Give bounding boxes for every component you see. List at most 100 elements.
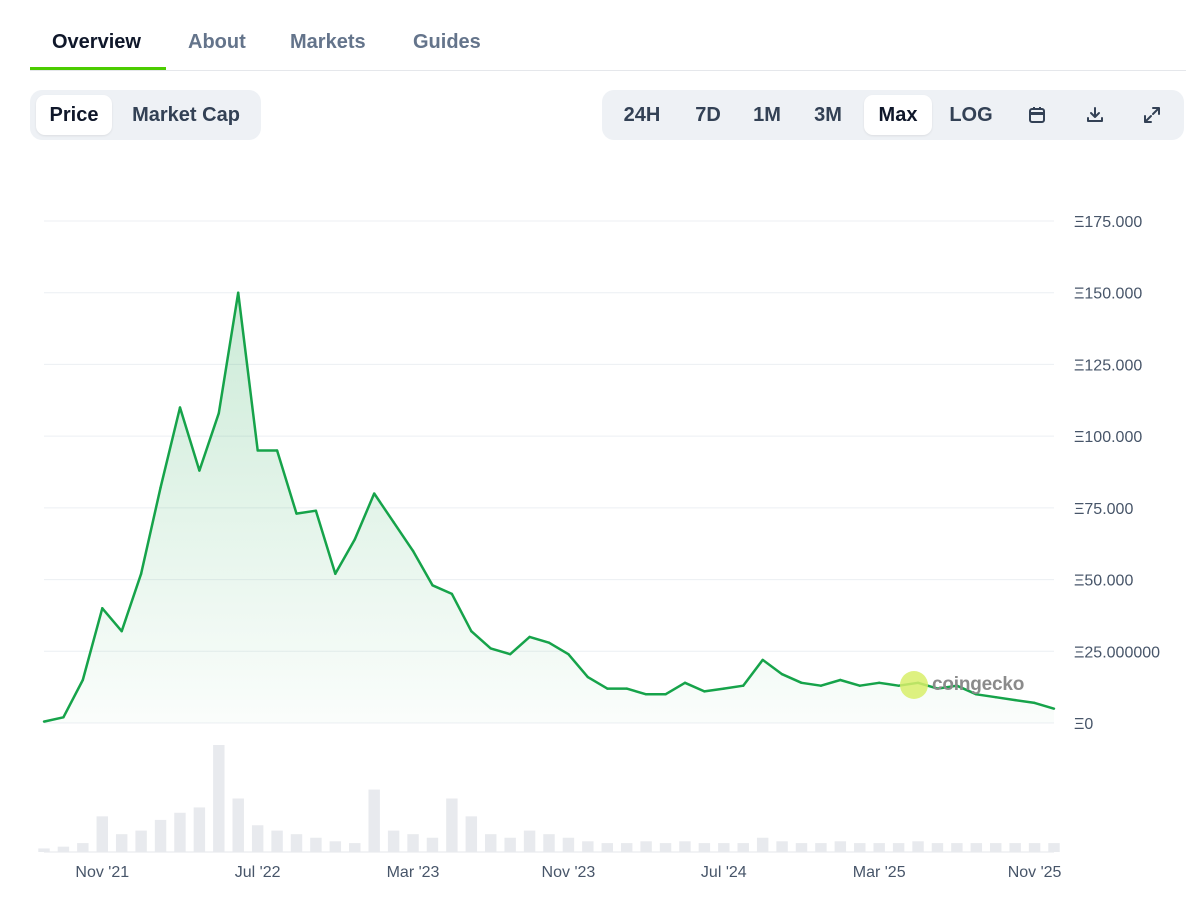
volume-bar (329, 841, 342, 852)
range-24h-button[interactable]: 24H (623, 104, 661, 126)
price-point (877, 681, 881, 685)
price-point (314, 509, 318, 512)
range-toolbar: 24H 7D 1M 3M Max LOG (602, 90, 1184, 140)
volume-bar (251, 825, 264, 852)
volume-bar (193, 807, 206, 852)
range-1m-button[interactable]: 1M (753, 104, 781, 126)
price-point (275, 449, 279, 452)
volume-bar (737, 843, 749, 852)
y-tick-label: Ξ100.000 (1074, 429, 1142, 446)
volume-bar (951, 843, 963, 852)
price-point (1033, 701, 1036, 705)
price-point (722, 687, 726, 690)
log-scale-button[interactable]: LOG (949, 104, 993, 126)
volume-bar (659, 843, 672, 852)
volume-bar (310, 837, 322, 852)
volume-bar (387, 830, 400, 852)
tab-markets[interactable]: Markets (290, 31, 366, 53)
price-point (431, 584, 434, 587)
price-point (683, 681, 687, 685)
price-point (42, 720, 46, 723)
volume-bar (96, 816, 108, 852)
volume-bar (407, 834, 419, 852)
price-point (178, 406, 182, 409)
volume-bar (271, 830, 283, 852)
price-point (450, 592, 454, 596)
volume-bar (115, 834, 128, 852)
tab-about[interactable]: About (188, 31, 246, 53)
volume-bars (38, 745, 1060, 852)
price-point (780, 673, 784, 676)
price-point (372, 492, 376, 495)
volume-bar (892, 843, 905, 852)
y-tick-label: Ξ0 (1074, 716, 1093, 733)
price-point (547, 641, 551, 644)
price-point (81, 678, 85, 682)
volume-bar (426, 837, 439, 852)
volume-bar (679, 841, 691, 852)
price-point (1013, 698, 1017, 702)
price-point (800, 681, 803, 685)
volume-bar (970, 843, 983, 852)
price-point (761, 658, 764, 662)
tab-guides[interactable]: Guides (413, 31, 481, 53)
price-point (1052, 707, 1056, 710)
price-point (528, 635, 531, 639)
download-icon[interactable] (1073, 95, 1117, 135)
x-tick-label: Nov '23 (542, 864, 596, 881)
volume-bar (912, 841, 924, 852)
volume-bar (290, 834, 303, 852)
price-point (217, 411, 221, 415)
volume-bar (795, 843, 808, 852)
price-point (897, 684, 900, 687)
range-max-button[interactable]: Max (864, 95, 932, 135)
price-point (101, 607, 104, 610)
volume-bar (931, 843, 944, 852)
volume-bar (815, 843, 827, 852)
x-tick-label: Jul '22 (235, 864, 281, 881)
volume-bar (776, 841, 788, 852)
expand-icon[interactable] (1130, 95, 1174, 135)
y-tick-label: Ξ50.000 (1074, 573, 1133, 590)
tab-bar: Overview About Markets Guides (30, 18, 1186, 71)
volume-bar (640, 841, 652, 852)
volume-bar (485, 834, 497, 852)
price-point (139, 572, 143, 576)
volume-bar (582, 841, 594, 852)
price-button[interactable]: Price (36, 95, 112, 135)
price-point (625, 687, 628, 690)
volume-bar (504, 837, 516, 852)
y-tick-label: Ξ25.000000 (1074, 644, 1160, 661)
volume-bar (465, 816, 478, 852)
x-tick-label: Mar '25 (853, 864, 906, 881)
price-point (489, 647, 492, 650)
tab-overview[interactable]: Overview (30, 18, 166, 70)
coingecko-watermark: coingecko (900, 670, 1024, 700)
calendar-icon[interactable] (1015, 95, 1059, 135)
volume-bar (834, 841, 847, 852)
x-tick-label: Nov '25 (1008, 864, 1062, 881)
volume-bar (57, 846, 70, 852)
price-point (508, 652, 512, 656)
price-point (994, 695, 997, 699)
x-tick-label: Jul '24 (701, 864, 747, 881)
price-points (42, 291, 1056, 723)
watermark-text: coingecko (932, 674, 1025, 695)
volume-bar (135, 830, 147, 852)
y-axis: Ξ0 Ξ25.000000 Ξ50.000 Ξ75.000 Ξ100.000 Ξ125.0… (1074, 214, 1160, 733)
market-cap-button[interactable]: Market Cap (132, 104, 240, 126)
volume-bar (349, 843, 361, 852)
range-3m-button[interactable]: 3M (814, 104, 842, 126)
x-axis: Nov '21 Jul '22 Mar '23 Nov '23 Jul '24 Mar '… (75, 864, 1061, 881)
volume-bar (756, 837, 769, 852)
volume-bar (446, 798, 458, 852)
x-tick-label: Mar '23 (387, 864, 440, 881)
volume-bar (601, 843, 613, 852)
volume-bar (174, 812, 186, 852)
price-point (392, 521, 395, 524)
price-point (62, 716, 65, 719)
volume-bar (154, 819, 167, 852)
range-7d-button[interactable]: 7D (695, 104, 721, 126)
price-point (606, 687, 609, 690)
volume-bar (232, 798, 244, 852)
